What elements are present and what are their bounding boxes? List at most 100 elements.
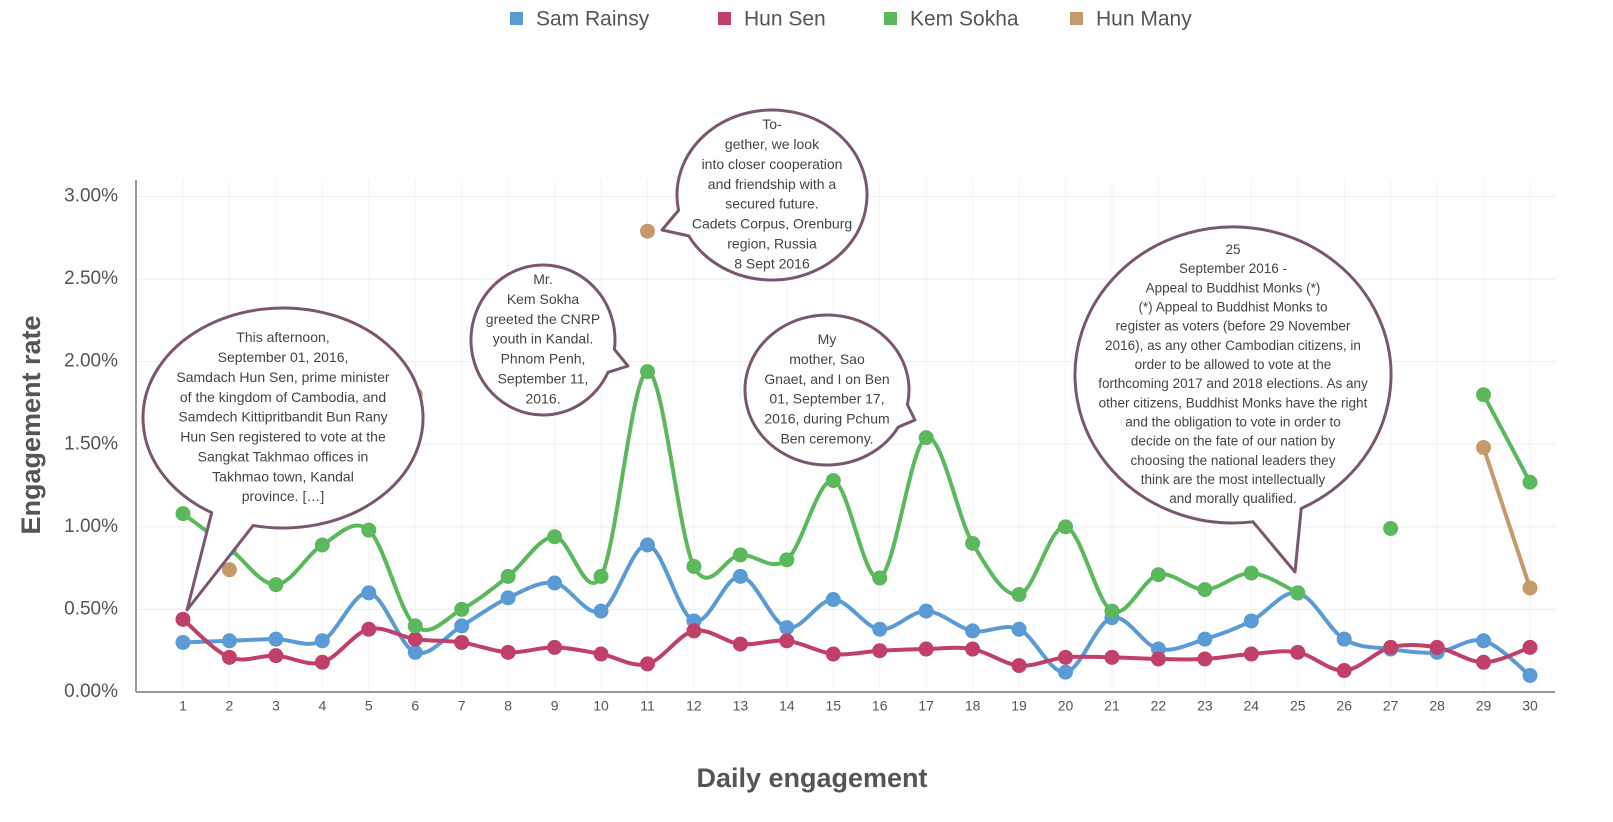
data-point [1011, 621, 1027, 637]
annotation-text: Kem Sokha [507, 291, 580, 307]
data-point [454, 634, 470, 650]
x-tick-label: 10 [593, 698, 609, 714]
data-point [314, 633, 330, 649]
x-tick-label: 20 [1058, 698, 1074, 714]
y-tick-label: 2.00% [64, 351, 118, 372]
annotation-text: Gnaet, and I on Ben [764, 371, 889, 387]
annotation-text: Samdech Kittipritbandit Bun Rany [178, 409, 387, 425]
data-point [1243, 646, 1259, 662]
data-point [1383, 520, 1399, 536]
data-point [175, 506, 191, 522]
legend-swatch [1070, 12, 1083, 25]
data-point [268, 648, 284, 664]
data-point [1104, 649, 1120, 665]
data-point [1476, 633, 1492, 649]
data-point [779, 620, 795, 636]
data-point [1336, 631, 1352, 647]
data-point [732, 636, 748, 652]
data-point [825, 646, 841, 662]
data-point [1058, 649, 1074, 665]
annotation-text: and morally qualified. [1169, 491, 1297, 506]
annotation-text: Hun Sen registered to vote at the [180, 429, 386, 445]
data-point [593, 568, 609, 584]
legend-label: Kem Sokha [910, 8, 1019, 31]
data-point [175, 611, 191, 627]
data-point [547, 639, 563, 655]
data-point [1476, 654, 1492, 670]
annotation-text: secured future. [725, 196, 818, 212]
x-tick-label: 24 [1244, 698, 1260, 714]
series-line [181, 617, 1531, 673]
legend-label: Hun Sen [744, 8, 826, 31]
data-point [1476, 440, 1492, 456]
data-point [454, 601, 470, 617]
data-point [1429, 639, 1445, 655]
data-point [918, 641, 934, 657]
data-point [779, 552, 795, 568]
annotation-text: into closer cooperation [702, 156, 843, 172]
x-tick-label: 12 [686, 698, 702, 714]
x-tick-label: 28 [1429, 698, 1445, 714]
x-axis-label: Daily engagement [696, 763, 927, 793]
data-point [639, 364, 655, 380]
data-point [547, 529, 563, 545]
data-point [1290, 644, 1306, 660]
data-point [1336, 663, 1352, 679]
x-tick-label: 29 [1476, 698, 1492, 714]
annotation-text: 2016, during Pchum [764, 411, 889, 427]
annotation-text: Sangkat Takhmao offices in [198, 448, 369, 464]
x-tick-label: 13 [733, 698, 749, 714]
data-point [1150, 567, 1166, 583]
data-point [593, 646, 609, 662]
x-tick-label: 25 [1290, 698, 1306, 714]
data-point [825, 592, 841, 608]
annotation-text: 2016. [525, 390, 560, 406]
annotation-text: Appeal to Buddhist Monks (*) [1146, 280, 1321, 295]
legend-label: Hun Many [1096, 8, 1192, 31]
annotation-text: Phnom Penh, [501, 351, 586, 367]
x-tick-label: 18 [965, 698, 981, 714]
annotation-text: My [818, 331, 837, 347]
data-point [825, 473, 841, 489]
data-point [268, 577, 284, 593]
annotation-text: September 2016 - [1179, 261, 1287, 276]
data-point [1383, 639, 1399, 655]
annotation-text: 2016), as any other Cambodian citizens, … [1105, 338, 1361, 353]
data-point [872, 643, 888, 659]
data-point [1058, 519, 1074, 535]
x-tick-label: 27 [1383, 698, 1399, 714]
data-point [221, 562, 237, 578]
legend-swatch [718, 12, 731, 25]
data-point [686, 623, 702, 639]
data-point [500, 568, 516, 584]
annotation-text: 01, September 17, [769, 391, 884, 407]
data-point [1522, 474, 1538, 490]
y-tick-label: 3.00% [64, 186, 118, 207]
x-tick-label: 4 [318, 698, 326, 714]
x-tick-label: 22 [1151, 698, 1167, 714]
data-point [407, 618, 423, 634]
data-point [918, 430, 934, 446]
annotation-text: Cadets Corpus, Orenburg [692, 216, 852, 232]
annotation-text: Mr. [533, 271, 552, 287]
data-point [407, 631, 423, 647]
annotation-text: (*) Appeal to Buddhist Monks to [1138, 299, 1327, 314]
data-point [1011, 658, 1027, 674]
x-tick-label: 6 [411, 698, 419, 714]
data-point [1290, 585, 1306, 601]
data-point [1476, 387, 1492, 403]
annotation-text: register as voters (before 29 November [1116, 319, 1351, 334]
annotation-text: and friendship with a [708, 176, 837, 192]
annotation-text: September 01, 2016, [218, 349, 349, 365]
legend-swatch [510, 12, 523, 25]
x-tick-label: 11 [640, 698, 655, 714]
data-point [221, 633, 237, 649]
annotation-text: mother, Sao [789, 351, 865, 367]
y-tick-label: 1.50% [64, 433, 118, 454]
y-axis-label: Engagement rate [16, 315, 46, 534]
annotation-text: September 11, [498, 370, 589, 386]
series-line [1481, 446, 1532, 589]
data-point [547, 575, 563, 591]
data-point [361, 585, 377, 601]
